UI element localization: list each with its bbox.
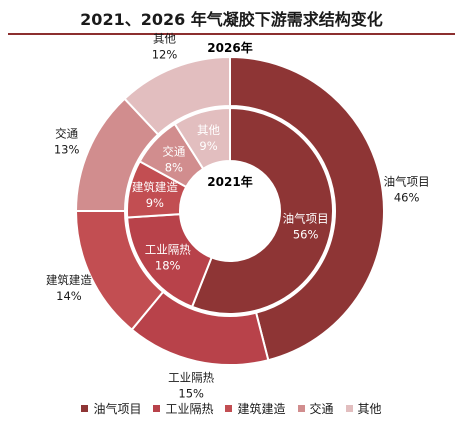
legend-label-2: 建筑建造 [237, 402, 286, 416]
inner-ring-value-label-3: 8% [165, 160, 183, 174]
outer-ring-slice-4 [123, 55, 231, 136]
legend-swatch-2 [225, 405, 233, 412]
legend-item-4: 其他 [345, 400, 382, 417]
inner-ring-label-3: 交通 8% [162, 144, 185, 174]
outer-ring-value-label-2: 14% [56, 289, 82, 303]
inner-ring-value-label-2: 9% [146, 196, 164, 210]
outer-ring-label-3: 交通 13% [54, 126, 80, 156]
legend-label-0: 油气项目 [93, 402, 142, 416]
outer-ring-label-2: 建筑建造 14% [46, 273, 92, 303]
outer-ring-slice-0 [229, 55, 385, 362]
inner-ring-label-2: 建筑建造 9% [132, 180, 178, 210]
inner-ring-title: 2021年 [207, 174, 252, 189]
legend-item-0: 油气项目 [81, 400, 141, 417]
inner-ring-label-4: 其他 9% [197, 123, 220, 153]
inner-ring-value-label-1: 18% [155, 258, 181, 272]
legend-item-1: 工业隔热 [153, 400, 213, 417]
inner-ring-value-label-4: 9% [199, 139, 217, 153]
inner-ring-category-label-0: 油气项目 [283, 211, 329, 225]
legend-swatch-4 [345, 405, 353, 412]
outer-ring-title: 2026年 [207, 40, 252, 55]
legend-label-4: 其他 [357, 402, 382, 416]
outer-ring-value-label-1: 15% [178, 387, 204, 400]
outer-ring-value-label-0: 46% [394, 191, 420, 205]
legend-swatch-3 [297, 405, 305, 412]
legend-label-3: 交通 [309, 402, 334, 416]
inner-ring-category-label-4: 其他 [197, 123, 220, 137]
chart-title: 2021、2026 年气凝胶下游需求结构变化 [80, 10, 383, 29]
legend-label-1: 工业隔热 [165, 402, 214, 416]
outer-ring-label-0: 油气项目 46% [384, 175, 430, 205]
outer-ring-category-label-0: 油气项目 [384, 175, 430, 189]
outer-ring-label-4: 其他 12% [152, 31, 178, 61]
outer-ring-category-label-4: 其他 [153, 31, 176, 45]
legend-item-3: 交通 [297, 400, 334, 417]
legend: 油气项目 工业隔热 建筑建造 交通 其他 [0, 400, 463, 417]
outer-ring-category-label-3: 交通 [55, 126, 78, 140]
legend-swatch-0 [81, 405, 89, 412]
donut-chart: 油气项目 46% 工业隔热 15% 建筑建造 14% 交通 13% 其他 12% 油气项目 56% 工业… [46, 31, 430, 400]
title-divider [8, 33, 455, 35]
outer-ring-value-label-4: 12% [152, 47, 178, 61]
outer-ring-label-1: 工业隔热 15% [168, 371, 214, 400]
inner-ring-category-label-3: 交通 [162, 144, 185, 158]
inner-ring-category-label-1: 工业隔热 [145, 242, 191, 256]
inner-ring-value-label-0: 56% [293, 227, 319, 241]
inner-ring-slice-4 [173, 106, 231, 171]
outer-ring-category-label-1: 工业隔热 [168, 371, 214, 385]
legend-item-2: 建筑建造 [225, 400, 286, 417]
inner-ring-slice-0 [190, 106, 334, 315]
inner-ring-label-1: 工业隔热 18% [145, 242, 191, 272]
inner-ring-label-0: 油气项目 56% [283, 211, 329, 241]
legend-swatch-1 [153, 405, 161, 412]
outer-ring-value-label-3: 13% [54, 142, 80, 156]
outer-ring-category-label-2: 建筑建造 [46, 273, 92, 287]
inner-ring-category-label-2: 建筑建造 [132, 180, 178, 194]
